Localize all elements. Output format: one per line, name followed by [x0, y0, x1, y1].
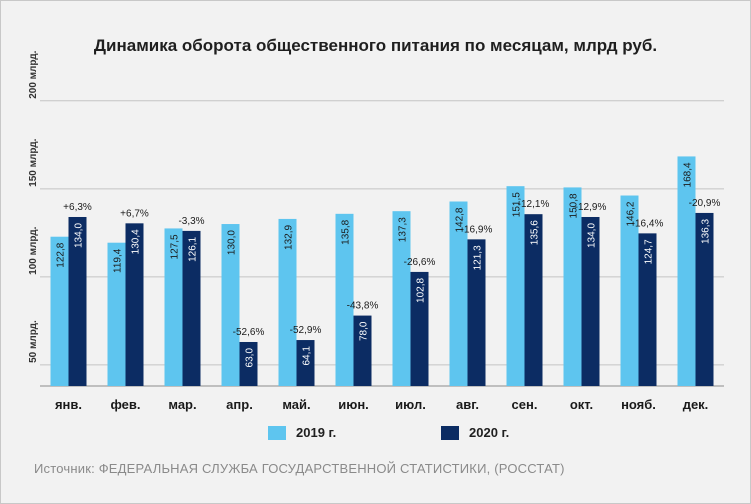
- bar-2019: [392, 211, 411, 386]
- x-tick-label: апр.: [226, 397, 253, 412]
- legend-label-2020: 2020 г.: [469, 425, 510, 440]
- x-tick-label: июн.: [338, 397, 369, 412]
- data-label-2020: 136,3: [701, 219, 712, 244]
- bar-2020: [581, 216, 600, 386]
- data-label-2019: 122,8: [56, 242, 67, 267]
- data-label-2019: 150,8: [569, 193, 580, 218]
- change-label: -16,4%: [632, 218, 664, 229]
- change-label: -3,3%: [178, 216, 204, 227]
- data-label-2020: 102,8: [416, 277, 427, 302]
- bar-2019: [335, 213, 354, 386]
- bar-2019: [563, 187, 582, 386]
- data-label-2019: 135,8: [341, 219, 352, 244]
- y-tick-label: 50 млрд.: [28, 320, 39, 363]
- change-label: -43,8%: [347, 301, 379, 312]
- change-label: -52,9%: [290, 325, 322, 336]
- change-label: +6,3%: [63, 202, 92, 213]
- bar-2020: [239, 341, 258, 386]
- bar-2020: [353, 315, 372, 386]
- bar-2019: [449, 201, 468, 386]
- bar-2019: [107, 242, 126, 386]
- data-label-2019: 168,4: [683, 162, 694, 187]
- source-note: Источник: ФЕДЕРАЛЬНАЯ СЛУЖБА ГОСУДАРСТВЕ…: [34, 461, 565, 476]
- bar-2019: [278, 218, 297, 386]
- x-tick-label: мар.: [168, 397, 196, 412]
- y-tick-label: 100 млрд.: [28, 226, 39, 274]
- x-tick-label: сен.: [512, 397, 538, 412]
- data-label-2020: 63,0: [245, 348, 256, 368]
- x-tick-label: дек.: [683, 397, 709, 412]
- x-tick-label: июл.: [395, 397, 426, 412]
- data-label-2020: 126,1: [188, 236, 199, 261]
- data-label-2020: 121,3: [473, 245, 484, 270]
- data-label-2019: 151,5: [512, 192, 523, 217]
- data-label-2020: 64,1: [302, 346, 313, 366]
- data-label-2019: 142,8: [455, 207, 466, 232]
- bar-2020: [695, 212, 714, 386]
- x-tick-label: окт.: [570, 397, 593, 412]
- bar-2020: [467, 239, 486, 386]
- bar-2019: [50, 236, 69, 386]
- bar-2019: [506, 186, 525, 386]
- chart-title: Динамика оборота общественного питания п…: [93, 36, 658, 55]
- change-label: +6,7%: [120, 208, 149, 219]
- data-label-2020: 134,0: [587, 223, 598, 248]
- bar-2020: [638, 233, 657, 386]
- y-tick-label: 200 млрд.: [28, 50, 39, 98]
- x-tick-label: янв.: [55, 397, 82, 412]
- x-tick-label: май.: [282, 397, 310, 412]
- x-tick-label: нояб.: [621, 397, 656, 412]
- change-label: -52,6%: [233, 327, 265, 338]
- x-tick-label: авг.: [456, 397, 479, 412]
- data-label-2020: 124,7: [644, 239, 655, 264]
- data-label-2019: 146,2: [626, 201, 637, 226]
- legend-swatch-2020: [441, 426, 459, 440]
- change-label: -20,9%: [689, 198, 721, 209]
- bar-2020: [410, 271, 429, 386]
- data-label-2020: 130,4: [131, 229, 142, 254]
- data-label-2019: 137,3: [398, 217, 409, 242]
- data-label-2020: 78,0: [359, 321, 370, 341]
- change-label: -12,1%: [518, 199, 550, 210]
- legend-swatch-2019: [268, 426, 286, 440]
- bar-2020: [68, 216, 87, 386]
- change-label: -12,9%: [575, 202, 607, 213]
- bar-2020: [182, 230, 201, 386]
- legend-label-2019: 2019 г.: [296, 425, 337, 440]
- change-label: -26,6%: [404, 257, 436, 268]
- x-tick-label: фев.: [110, 397, 140, 412]
- data-label-2020: 134,0: [74, 223, 85, 248]
- bar-2019: [164, 228, 183, 386]
- bar-2020: [296, 340, 315, 386]
- change-label: -16,9%: [461, 224, 493, 235]
- data-label-2019: 130,0: [227, 230, 238, 255]
- bar-2020: [524, 214, 543, 386]
- bar-2019: [677, 156, 696, 386]
- bar-2019: [620, 195, 639, 386]
- bar-2020: [125, 223, 144, 386]
- data-label-2019: 132,9: [284, 224, 295, 249]
- data-label-2019: 127,5: [170, 234, 181, 259]
- data-label-2020: 135,6: [530, 220, 541, 245]
- data-label-2019: 119,4: [113, 248, 124, 273]
- bar-2019: [221, 224, 240, 386]
- y-tick-label: 150 млрд.: [28, 138, 39, 186]
